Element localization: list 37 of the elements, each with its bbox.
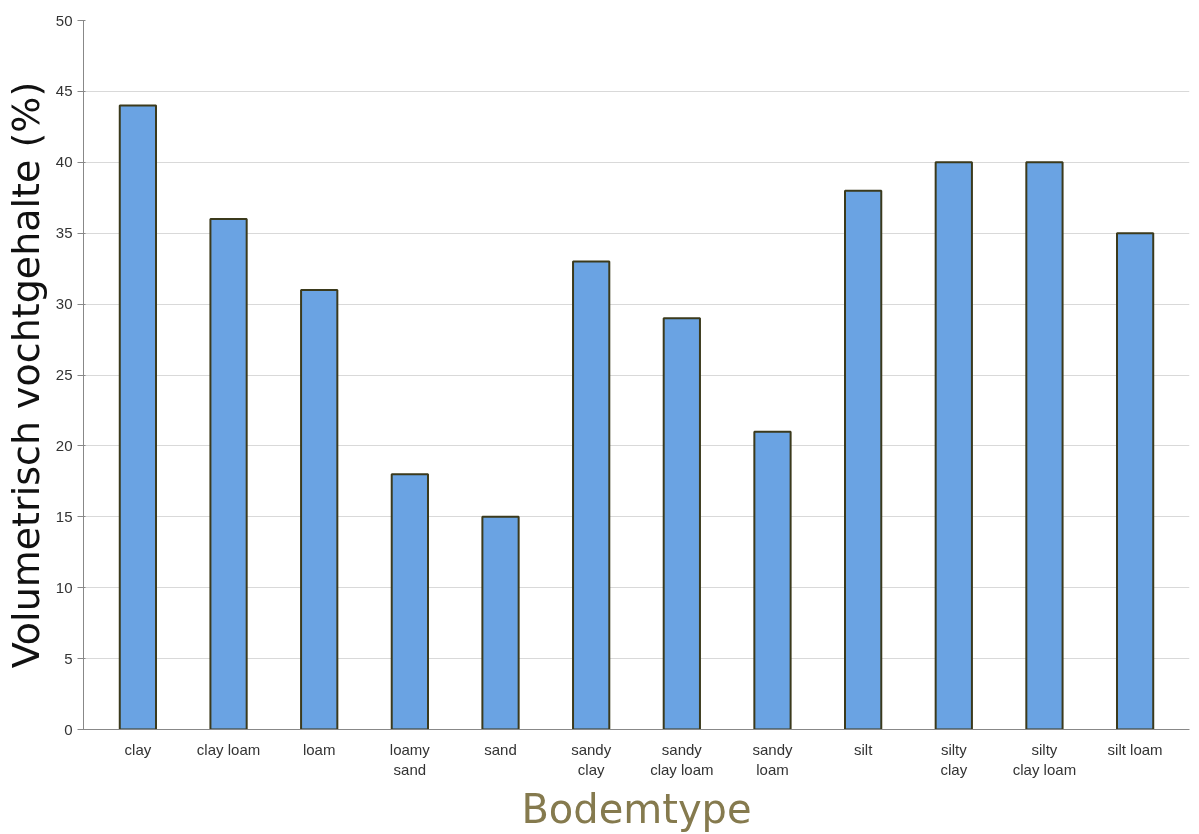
bar xyxy=(844,189,883,730)
x-tick-label: silty clay loam xyxy=(1012,740,1077,778)
x-tick-label: silt xyxy=(853,740,874,758)
y-tick-label: 0 xyxy=(64,720,73,738)
x-tick-label: clay xyxy=(124,740,152,758)
y-tick-label: 45 xyxy=(55,82,73,100)
y-tick-label: 50 xyxy=(55,11,73,29)
y-axis-title: Volumetrisch vochtgehalte (%) xyxy=(3,81,48,669)
x-tick-label: sandy clay xyxy=(571,740,612,778)
bar xyxy=(934,161,973,730)
x-tick-label: sandy loam xyxy=(752,740,793,778)
x-tick-label: loam xyxy=(302,740,336,758)
y-tick-label: 5 xyxy=(64,649,73,667)
bar xyxy=(209,218,248,730)
y-tick-label: 25 xyxy=(55,366,73,383)
y-tick-label: 15 xyxy=(55,507,73,525)
bar xyxy=(300,288,339,730)
x-tick-label: silty clay xyxy=(940,740,968,778)
x-tick-label: silt loam xyxy=(1107,740,1163,758)
y-tick-label: 35 xyxy=(55,224,73,242)
y-tick-label: 30 xyxy=(55,295,73,313)
x-tick-label: sandy clay loam xyxy=(650,740,714,778)
bar xyxy=(118,104,158,730)
y-tick-label: 20 xyxy=(55,436,73,454)
x-tick-label: loamy sand xyxy=(389,740,431,778)
y-tick-label: 40 xyxy=(55,153,73,171)
bar xyxy=(572,260,611,730)
bar xyxy=(1115,232,1155,730)
bar xyxy=(481,515,520,730)
x-tick-label: clay loam xyxy=(196,740,261,758)
x-tick-label: sand xyxy=(484,740,517,758)
bar xyxy=(753,430,792,730)
bar xyxy=(390,473,429,730)
bar xyxy=(662,317,701,730)
y-tick-label: 10 xyxy=(55,578,73,596)
x-axis-title: Bodemtype xyxy=(521,785,752,832)
bar xyxy=(1025,161,1064,730)
